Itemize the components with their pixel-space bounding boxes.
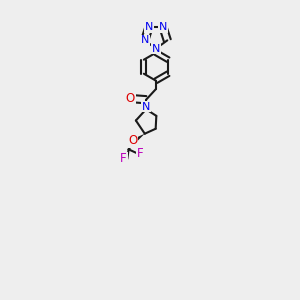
Text: N: N [159,22,167,32]
Text: F: F [120,152,127,165]
Text: N: N [145,22,153,32]
Text: N: N [142,102,150,112]
Text: O: O [126,92,135,105]
Text: N: N [152,44,160,54]
Text: O: O [128,134,138,147]
Text: N: N [140,35,149,45]
Text: F: F [136,146,143,160]
Polygon shape [134,134,145,142]
